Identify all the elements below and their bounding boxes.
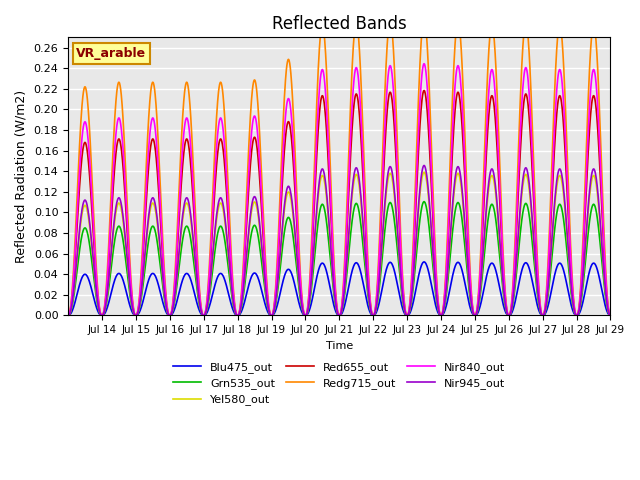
Nir840_out (240, 259, 248, 265)
Grn535_out (240, 288, 248, 294)
Yel580_out (349, 181, 357, 187)
Yel580_out (607, 312, 614, 318)
Nir945_out (240, 281, 248, 287)
Redg715_out (240, 250, 248, 255)
Red655_out (574, 311, 582, 317)
Grn535_out (574, 312, 582, 318)
Text: VR_arable: VR_arable (76, 47, 147, 60)
Redg715_out (577, 277, 585, 283)
Legend: Blu475_out, Grn535_out, Yel580_out, Red655_out, Redg715_out, Nir840_out, Nir945_: Blu475_out, Grn535_out, Yel580_out, Red6… (169, 357, 509, 410)
X-axis label: Time: Time (326, 341, 353, 351)
Line: Red655_out: Red655_out (68, 91, 611, 315)
Line: Blu475_out: Blu475_out (68, 262, 611, 315)
Grn535_out (349, 208, 357, 214)
Red655_out (577, 286, 585, 291)
Nir840_out (261, 259, 269, 265)
Yel580_out (261, 282, 269, 288)
Red655_out (240, 265, 248, 271)
Blu475_out (349, 264, 357, 269)
Nir945_out (577, 295, 585, 300)
Blu475_out (574, 312, 582, 318)
Blu475_out (420, 259, 428, 265)
Grn535_out (607, 312, 614, 318)
Red655_out (202, 310, 209, 315)
Nir840_out (349, 82, 357, 87)
Nir945_out (574, 312, 582, 317)
Nir840_out (574, 311, 582, 317)
Yel580_out (240, 282, 248, 288)
Line: Nir840_out: Nir840_out (68, 64, 611, 315)
Nir945_out (64, 312, 72, 318)
Blu475_out (240, 301, 248, 307)
Grn535_out (577, 299, 585, 305)
Blu475_out (577, 306, 585, 312)
Nir945_out (202, 311, 209, 316)
Red655_out (349, 106, 357, 112)
Title: Reflected Bands: Reflected Bands (272, 15, 406, 33)
Red655_out (261, 265, 269, 271)
Red655_out (420, 88, 428, 94)
Blu475_out (607, 312, 614, 318)
Redg715_out (64, 312, 72, 318)
Grn535_out (64, 312, 72, 318)
Nir840_out (607, 312, 614, 318)
Nir945_out (261, 281, 269, 287)
Line: Nir945_out: Nir945_out (68, 166, 611, 315)
Nir840_out (64, 312, 72, 318)
Nir945_out (607, 312, 614, 318)
Redg715_out (202, 309, 209, 314)
Redg715_out (420, 15, 428, 21)
Nir945_out (349, 175, 357, 180)
Line: Grn535_out: Grn535_out (68, 202, 611, 315)
Blu475_out (64, 312, 72, 318)
Grn535_out (261, 288, 269, 294)
Blu475_out (261, 301, 269, 307)
Redg715_out (261, 250, 269, 255)
Blu475_out (202, 312, 209, 318)
Nir840_out (577, 282, 585, 288)
Redg715_out (607, 312, 614, 318)
Redg715_out (349, 40, 357, 46)
Yel580_out (577, 295, 585, 301)
Line: Redg715_out: Redg715_out (68, 18, 611, 315)
Red655_out (607, 312, 614, 318)
Line: Yel580_out: Yel580_out (68, 172, 611, 315)
Yel580_out (574, 312, 582, 317)
Nir840_out (420, 61, 428, 67)
Yel580_out (202, 311, 209, 316)
Redg715_out (574, 311, 582, 316)
Red655_out (64, 312, 72, 318)
Nir945_out (420, 163, 428, 168)
Nir840_out (202, 309, 209, 315)
Yel580_out (64, 312, 72, 318)
Y-axis label: Reflected Radiation (W/m2): Reflected Radiation (W/m2) (15, 90, 28, 263)
Grn535_out (202, 311, 209, 317)
Grn535_out (420, 199, 428, 204)
Yel580_out (420, 169, 428, 175)
